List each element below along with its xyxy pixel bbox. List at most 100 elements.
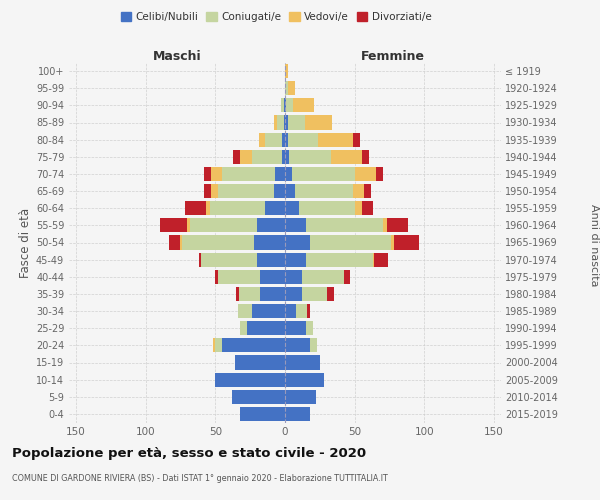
Text: Maschi: Maschi <box>152 50 202 62</box>
Bar <box>238 304 251 318</box>
Bar <box>353 132 360 146</box>
Bar <box>383 218 387 232</box>
Bar <box>284 116 285 130</box>
Bar <box>215 338 222 352</box>
Bar <box>285 201 299 215</box>
Bar <box>285 270 302 284</box>
Bar <box>160 218 187 232</box>
Bar <box>302 287 327 301</box>
Bar <box>376 167 383 181</box>
Bar <box>239 287 260 301</box>
Bar <box>387 218 407 232</box>
Bar <box>265 132 282 146</box>
Bar <box>285 407 310 421</box>
Bar <box>327 287 334 301</box>
Bar <box>285 218 306 232</box>
Bar <box>222 338 285 352</box>
Bar <box>289 150 331 164</box>
Bar <box>285 64 288 78</box>
Bar <box>275 167 285 181</box>
Text: Popolazione per età, sesso e stato civile - 2020: Popolazione per età, sesso e stato civil… <box>12 448 366 460</box>
Y-axis label: Fasce di età: Fasce di età <box>19 208 32 278</box>
Bar <box>391 236 394 250</box>
Bar <box>282 150 285 164</box>
Bar <box>302 270 344 284</box>
Bar <box>210 201 265 215</box>
Bar <box>260 287 285 301</box>
Bar <box>281 98 284 112</box>
Bar <box>305 116 332 130</box>
Bar <box>187 218 190 232</box>
Bar <box>274 116 277 130</box>
Bar <box>241 150 251 164</box>
Bar <box>259 132 265 146</box>
Bar <box>306 218 383 232</box>
Bar <box>306 252 373 266</box>
Bar <box>215 270 218 284</box>
Bar <box>274 184 285 198</box>
Bar <box>285 150 289 164</box>
Bar <box>295 184 353 198</box>
Bar <box>288 81 295 95</box>
Bar <box>285 132 288 146</box>
Bar <box>362 201 373 215</box>
Bar <box>218 184 274 198</box>
Bar <box>277 116 284 130</box>
Bar <box>185 201 206 215</box>
Bar <box>212 338 215 352</box>
Bar <box>285 184 295 198</box>
Bar <box>285 252 306 266</box>
Bar <box>331 150 362 164</box>
Bar <box>284 98 285 112</box>
Bar <box>257 218 285 232</box>
Bar <box>215 372 285 386</box>
Bar <box>285 304 296 318</box>
Bar <box>204 167 211 181</box>
Bar <box>285 98 286 112</box>
Bar <box>285 390 316 404</box>
Bar <box>233 150 241 164</box>
Text: Anni di nascita: Anni di nascita <box>589 204 599 286</box>
Bar <box>355 201 362 215</box>
Bar <box>241 407 285 421</box>
Bar <box>265 201 285 215</box>
Bar <box>296 304 307 318</box>
Bar <box>344 270 350 284</box>
Bar <box>285 116 288 130</box>
Bar <box>204 184 211 198</box>
Bar <box>251 150 282 164</box>
Bar <box>374 252 388 266</box>
Bar <box>285 236 310 250</box>
Text: COMUNE DI GARDONE RIVIERA (BS) - Dati ISTAT 1° gennaio 2020 - Elaborazione TUTTI: COMUNE DI GARDONE RIVIERA (BS) - Dati IS… <box>12 474 388 483</box>
Bar <box>257 252 285 266</box>
Legend: Celibi/Nubili, Coniugati/e, Vedovi/e, Divorziati/e: Celibi/Nubili, Coniugati/e, Vedovi/e, Di… <box>116 8 436 26</box>
Bar <box>353 184 364 198</box>
Bar <box>285 81 288 95</box>
Bar <box>373 252 374 266</box>
Bar <box>288 116 305 130</box>
Bar <box>251 304 285 318</box>
Bar <box>260 270 285 284</box>
Bar <box>182 236 254 250</box>
Bar <box>285 356 320 370</box>
Bar <box>218 270 260 284</box>
Bar <box>285 287 302 301</box>
Text: Femmine: Femmine <box>361 50 425 62</box>
Bar <box>307 304 310 318</box>
Bar <box>285 167 292 181</box>
Bar <box>235 356 285 370</box>
Bar <box>299 201 355 215</box>
Bar <box>285 321 306 335</box>
Bar <box>286 98 293 112</box>
Bar <box>288 132 319 146</box>
Bar <box>285 338 310 352</box>
Bar <box>199 252 202 266</box>
Bar <box>364 184 371 198</box>
Bar <box>292 167 355 181</box>
Bar <box>232 390 285 404</box>
Bar <box>310 338 317 352</box>
Bar <box>285 372 324 386</box>
Bar <box>310 236 391 250</box>
Bar <box>362 150 368 164</box>
Bar <box>293 98 314 112</box>
